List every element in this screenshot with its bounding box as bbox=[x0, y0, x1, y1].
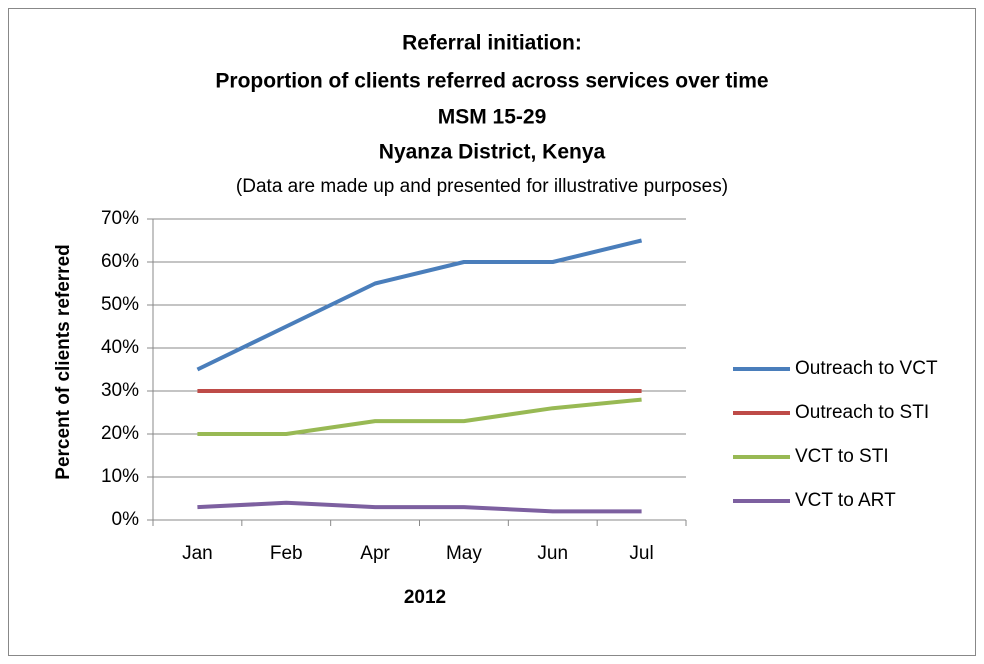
chart-title: MSM 15-29 bbox=[438, 106, 547, 129]
y-tick-label: 60% bbox=[101, 251, 139, 272]
legend-label: Outreach to STI bbox=[795, 402, 929, 423]
legend-label: VCT to STI bbox=[795, 446, 889, 467]
x-tick-label: Jun bbox=[537, 543, 568, 564]
chart-subtitle: (Data are made up and presented for illu… bbox=[236, 176, 728, 197]
chart-title: Proportion of clients referred across se… bbox=[215, 70, 768, 93]
chart-title: Referral initiation: bbox=[402, 32, 582, 55]
line-series bbox=[197, 397, 642, 436]
y-tick-label: 10% bbox=[101, 466, 139, 487]
line-series bbox=[196, 238, 643, 372]
y-tick-label: 0% bbox=[112, 509, 140, 530]
x-axis-title: 2012 bbox=[404, 587, 446, 608]
legend-label: VCT to ART bbox=[795, 490, 896, 511]
x-tick-label: May bbox=[446, 543, 482, 564]
y-tick-label: 30% bbox=[101, 380, 139, 401]
x-tick-label: Feb bbox=[270, 543, 303, 564]
y-tick-label: 70% bbox=[101, 208, 139, 229]
x-tick-label: Jul bbox=[629, 543, 653, 564]
x-tick-label: Jan bbox=[182, 543, 213, 564]
chart-title: Nyanza District, Kenya bbox=[379, 141, 606, 164]
chart-border bbox=[8, 8, 976, 656]
x-tick-label: Apr bbox=[360, 543, 390, 564]
y-axis-title: Percent of clients referred bbox=[53, 244, 74, 479]
line-series bbox=[197, 500, 642, 514]
y-tick-label: 50% bbox=[101, 294, 139, 315]
y-tick-label: 20% bbox=[101, 423, 139, 444]
y-tick-label: 40% bbox=[101, 337, 139, 358]
legend-label: Outreach to VCT bbox=[795, 358, 938, 379]
